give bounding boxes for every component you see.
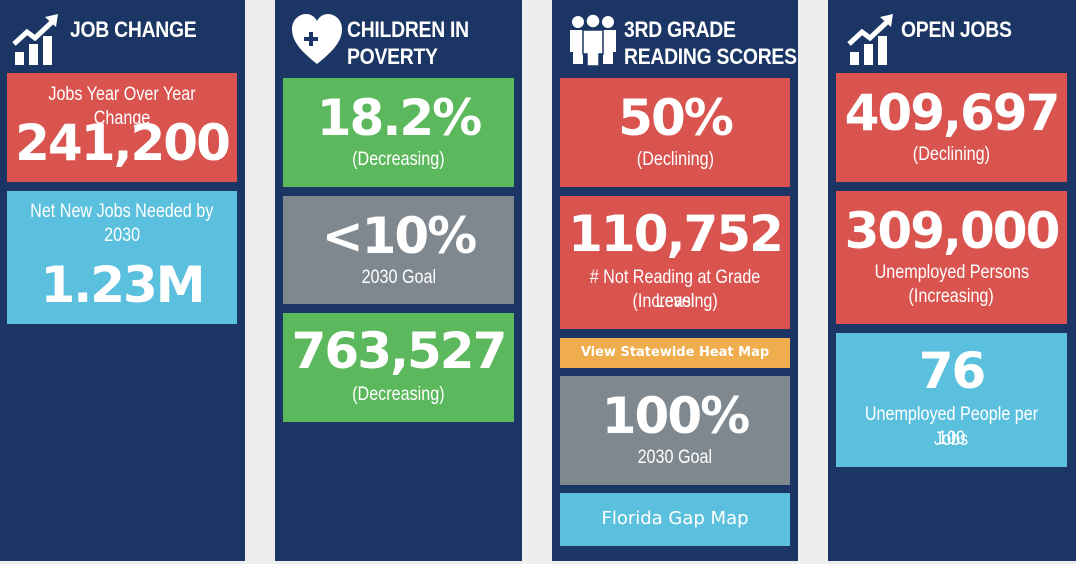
jobs-yoy-label: Jobs Year Over Year Change <box>48 84 196 129</box>
children-poverty-header: CHILDREN IN POVERTY <box>275 0 522 72</box>
people-group-icon <box>570 14 616 66</box>
poverty-count-card: 763,527 (Decreasing) <box>283 313 514 422</box>
open-jobs-panel: OPEN JOBS 409,697 (Declining) 309,000 Un… <box>828 0 1076 561</box>
reading-scores-panel: 3RD GRADE READING SCORES 50% (Declining)… <box>552 0 798 561</box>
unemployed-ratio-label-2: Jobs <box>934 429 969 450</box>
florida-gap-map-label: Florida Gap Map <box>601 508 749 529</box>
jobs-needed-card: Net New Jobs Needed by 2030 1.23M <box>7 191 237 324</box>
heart-plus-icon <box>292 14 342 64</box>
reading-goal-label: 2030 Goal <box>637 447 713 468</box>
florida-gap-map-button[interactable]: Florida Gap Map <box>560 493 790 546</box>
chart-growth-icon <box>847 14 893 65</box>
job-change-header: JOB CHANGE <box>0 0 245 72</box>
poverty-rate-trend: (Decreasing) <box>352 149 445 170</box>
reading-scores-header: 3RD GRADE READING SCORES <box>552 0 798 72</box>
jobs-needed-value: 1.23M <box>40 256 205 314</box>
open-jobs-value: 409,697 <box>844 84 1061 142</box>
panel-title-line-1: CHILDREN IN <box>347 17 469 42</box>
children-poverty-panel: CHILDREN IN POVERTY 18.2% (Decreasing) <… <box>275 0 522 561</box>
open-jobs-header: OPEN JOBS <box>828 0 1076 72</box>
reading-rate-card: 50% (Declining) <box>560 78 790 187</box>
open-jobs-trend: (Declining) <box>912 144 991 165</box>
not-reading-label: # Not Reading at Grade Level <box>589 267 761 312</box>
poverty-count-trend: (Decreasing) <box>352 384 445 405</box>
jobs-needed-label-2: 2030 <box>104 225 140 246</box>
open-jobs-card: 409,697 (Declining) <box>836 73 1067 182</box>
reading-rate-value: 50% <box>618 89 734 147</box>
not-reading-card: 110,752 # Not Reading at Grade Level (In… <box>560 196 790 329</box>
unemployed-ratio-card: 76 Unemployed People per 100 Jobs <box>836 333 1067 467</box>
not-reading-value: 110,752 <box>568 205 784 263</box>
panel-title-line-1: 3RD GRADE <box>624 17 736 42</box>
panel-title-line-2: POVERTY <box>347 44 438 69</box>
panel-title-line-2: READING SCORES <box>624 44 797 69</box>
panel-title: JOB CHANGE <box>70 17 197 42</box>
unemployed-value: 309,000 <box>844 202 1061 260</box>
poverty-goal-value: <10% <box>321 207 478 265</box>
unemployed-ratio-value: 76 <box>918 342 987 400</box>
poverty-count-value: 763,527 <box>291 322 508 380</box>
jobs-yoy-card: Jobs Year Over Year Change 241,200 <box>7 73 237 182</box>
poverty-goal-label: 2030 Goal <box>361 267 436 288</box>
view-heat-map-label: View Statewide Heat Map <box>580 345 770 360</box>
reading-goal-value: 100% <box>601 387 750 445</box>
not-reading-trend: (Increasing) <box>632 291 718 312</box>
unemployed-card: 309,000 Unemployed Persons (Increasing) <box>836 191 1067 324</box>
chart-growth-icon <box>12 14 58 65</box>
poverty-rate-card: 18.2% (Decreasing) <box>283 78 514 187</box>
reading-rate-trend: (Declining) <box>636 149 714 170</box>
unemployed-trend: (Increasing) <box>908 286 995 307</box>
unemployed-label: Unemployed Persons <box>874 262 1029 283</box>
jobs-yoy-value: 241,200 <box>15 114 231 172</box>
reading-goal-card: 100% 2030 Goal <box>560 376 790 485</box>
panel-title: OPEN JOBS <box>901 17 1012 42</box>
poverty-goal-card: <10% 2030 Goal <box>283 196 514 304</box>
jobs-needed-label-1: Net New Jobs Needed by <box>30 201 214 222</box>
view-heat-map-button[interactable]: View Statewide Heat Map <box>560 338 790 368</box>
job-change-panel: JOB CHANGE Jobs Year Over Year Change 24… <box>0 0 245 561</box>
unemployed-ratio-label-1: Unemployed People per 100 <box>864 404 1039 449</box>
poverty-rate-value: 18.2% <box>316 89 482 147</box>
